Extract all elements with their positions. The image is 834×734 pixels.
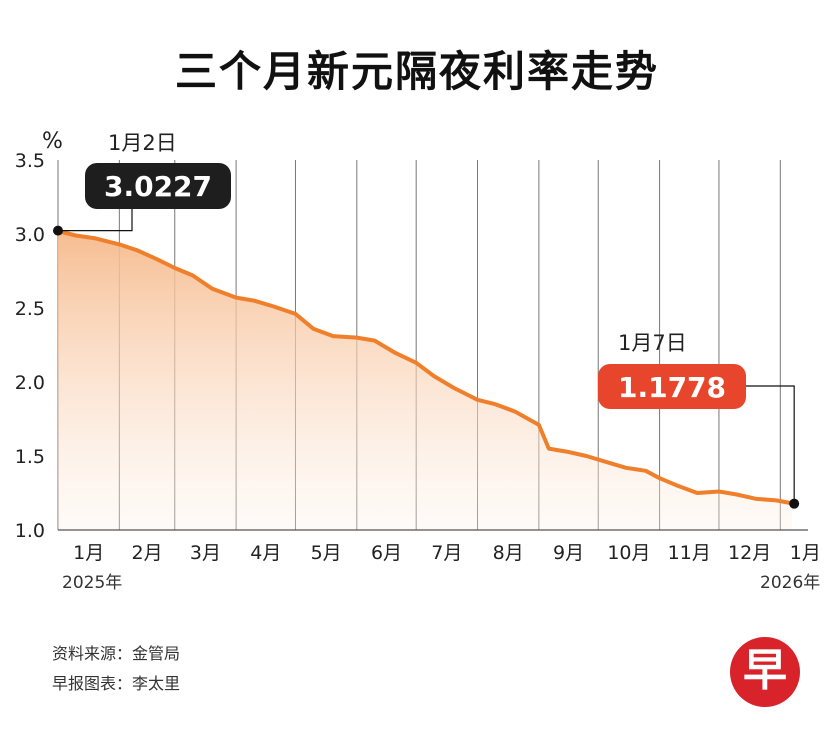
year-start-label: 2025年	[62, 573, 122, 593]
series-area-fill	[58, 231, 793, 530]
x-tick-label: 9月	[553, 542, 584, 564]
end-date-label: 1月7日	[618, 331, 687, 355]
x-tick-label: 8月	[493, 542, 524, 564]
end-leader-line	[745, 385, 795, 504]
chart-title: 三个月新元隔夜利率走势	[174, 47, 659, 96]
x-tick-label: 1月	[790, 542, 821, 564]
x-tick-label: 3月	[190, 542, 221, 564]
x-tick-label: 1月	[73, 542, 104, 564]
credit-note: 早报图表：李太里	[52, 674, 181, 693]
source-note: 资料来源：金管局	[52, 644, 181, 663]
y-unit-label: %	[42, 129, 63, 154]
x-tick-label: 11月	[668, 542, 711, 564]
zaobao-logo: 早	[730, 637, 800, 707]
start-leader-line	[58, 201, 133, 232]
x-tick-label: 12月	[728, 542, 771, 564]
x-tick-label: 6月	[371, 542, 402, 564]
y-tick-label: 3.0	[15, 224, 45, 246]
start-value-box	[85, 163, 231, 209]
y-tick-label: 3.5	[15, 150, 45, 172]
start-date-label: 1月2日	[108, 131, 177, 155]
x-tick-label: 2月	[132, 542, 163, 564]
end-value-box	[598, 364, 746, 409]
y-tick-label: 1.0	[15, 520, 45, 542]
end-value-label: 1.1778	[618, 371, 726, 404]
y-tick-label: 1.5	[15, 446, 45, 468]
x-tick-label: 10月	[607, 542, 650, 564]
start-value-label: 3.0227	[104, 170, 212, 203]
year-end-label: 2026年	[760, 573, 820, 593]
series-line	[56, 229, 795, 506]
x-tick-label: 4月	[250, 542, 281, 564]
y-tick-label: 2.5	[15, 298, 45, 320]
x-tick-label: 5月	[311, 542, 342, 564]
y-tick-label: 2.0	[15, 372, 45, 394]
x-tick-label: 7月	[431, 542, 462, 564]
